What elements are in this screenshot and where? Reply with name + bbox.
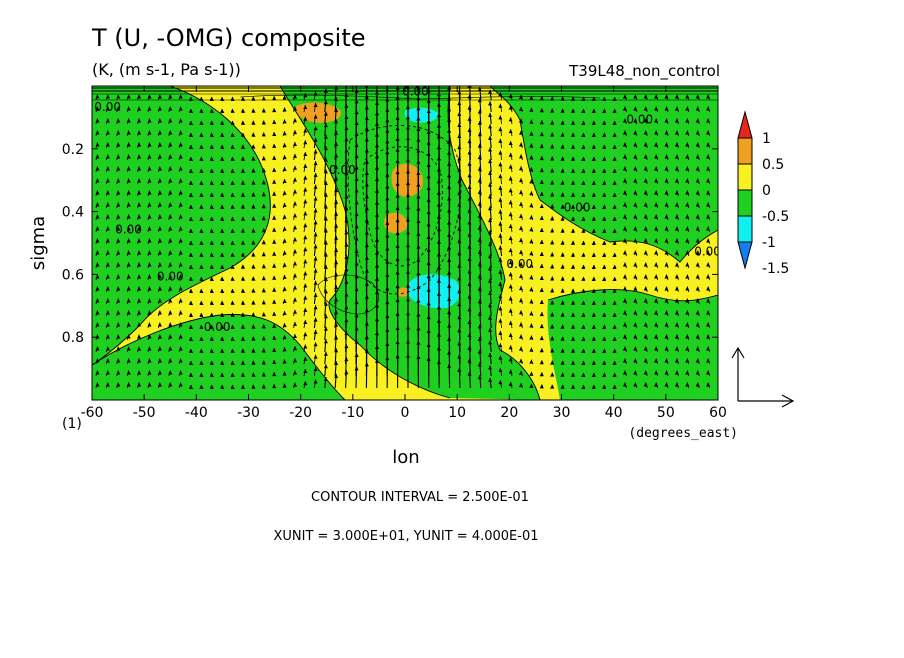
vector-head-900	[468, 83, 472, 87]
colorbar-bottom-triangle	[738, 242, 752, 268]
x-tick-label-0: -60	[81, 405, 104, 421]
x-tick-label-4: -20	[289, 405, 312, 421]
y-axis-label: sigma	[28, 216, 49, 270]
contour-interval-note: CONTOUR INTERVAL = 2.500E-01	[311, 490, 529, 505]
chart-subtitle: (K, (m s-1, Pa s-1))	[92, 60, 241, 79]
vector-units-note: XUNIT = 3.000E+01, YUNIT = 4.000E-01	[274, 529, 539, 544]
colorbar-label-0: 1	[762, 131, 771, 147]
x-tick-label-9: 30	[553, 405, 571, 421]
contour-label-5: 0.00	[402, 84, 429, 98]
vector-head-600	[344, 82, 348, 86]
y-tick-label-1: 0.4	[62, 205, 84, 221]
colorbar-segment-4	[738, 216, 752, 242]
x-tick-label-6: 0	[401, 405, 410, 421]
vector-head-701	[385, 78, 389, 82]
vector-head-675	[375, 71, 379, 75]
x-tick-label-7: 10	[448, 405, 466, 421]
colorbar-segment-3	[738, 190, 752, 216]
plot-area: 0.00 0.00 0.00 0.00 0.00 0.00 0.00 0.00 0.00 0.00	[92, 66, 721, 400]
vector-head-826	[437, 82, 441, 86]
chart-title: T (U, -OMG) composite	[91, 24, 366, 52]
run-id-label: T39L48_non_control	[568, 62, 720, 81]
y-tick-label-0: 0.2	[62, 142, 84, 158]
x-tick-label-12: 60	[709, 405, 727, 421]
vector-head-800	[427, 69, 431, 73]
colorbar-label-4: -1	[762, 235, 776, 251]
vector-head-801	[427, 79, 431, 83]
vector-head-650	[365, 74, 369, 78]
vector-head-625	[355, 78, 359, 82]
vector-head-700	[385, 68, 389, 72]
contour-label-4: 0.00	[329, 163, 356, 177]
x-tick-label-8: 20	[500, 405, 518, 421]
vector-head-725	[396, 66, 400, 70]
colorbar-segment-1	[738, 138, 752, 164]
colorbar-label-2: 0	[762, 183, 771, 199]
negative-region-southeast	[547, 290, 718, 400]
vector-head-850	[447, 76, 451, 80]
y-tick-label-3: 0.8	[62, 330, 84, 346]
vector-head-726	[396, 76, 400, 80]
x-unit-label: (degrees_east)	[628, 426, 738, 441]
x-tick-label-5: -10	[341, 405, 364, 421]
y-tick-label-2: 0.6	[62, 267, 84, 283]
contour-label-1: 0.00	[115, 223, 142, 237]
contour-label-7: 0.00	[564, 201, 591, 215]
vector-head-825	[437, 72, 441, 76]
x-tick-label-2: -40	[185, 405, 208, 421]
x-tick-label-10: 40	[605, 405, 623, 421]
colorbar: 1 0.5 0 -0.5 -1 -1.5	[738, 112, 789, 277]
colorbar-label-1: 0.5	[762, 157, 784, 173]
vector-head-776	[416, 76, 420, 80]
x-axis-label: lon	[392, 447, 419, 468]
x-tick-label-1: -50	[133, 405, 156, 421]
corner-label: (1)	[62, 416, 82, 432]
reference-vector	[732, 348, 793, 407]
x-tick-label-11: 50	[657, 405, 675, 421]
contour-label-9: 0.00	[694, 245, 721, 259]
contour-label-2: 0.00	[157, 270, 184, 284]
colorbar-segment-2	[738, 164, 752, 190]
contour-label-8: 0.00	[626, 113, 653, 127]
colorbar-top-triangle	[738, 112, 752, 138]
vector-head-875	[457, 80, 461, 84]
vector-head-676	[375, 81, 379, 85]
contour-label-0: 0.00	[94, 100, 121, 114]
colorbar-label-3: -0.5	[762, 209, 789, 225]
vector-head-775	[416, 66, 420, 70]
vector-head-750	[406, 66, 410, 70]
colorbar-label-5: -1.5	[762, 261, 789, 277]
x-tick-label-3: -30	[237, 405, 260, 421]
contour-label-3: 0.00	[204, 320, 231, 334]
vector-head-751	[406, 75, 410, 79]
contour-label-6: 0.00	[506, 257, 533, 271]
